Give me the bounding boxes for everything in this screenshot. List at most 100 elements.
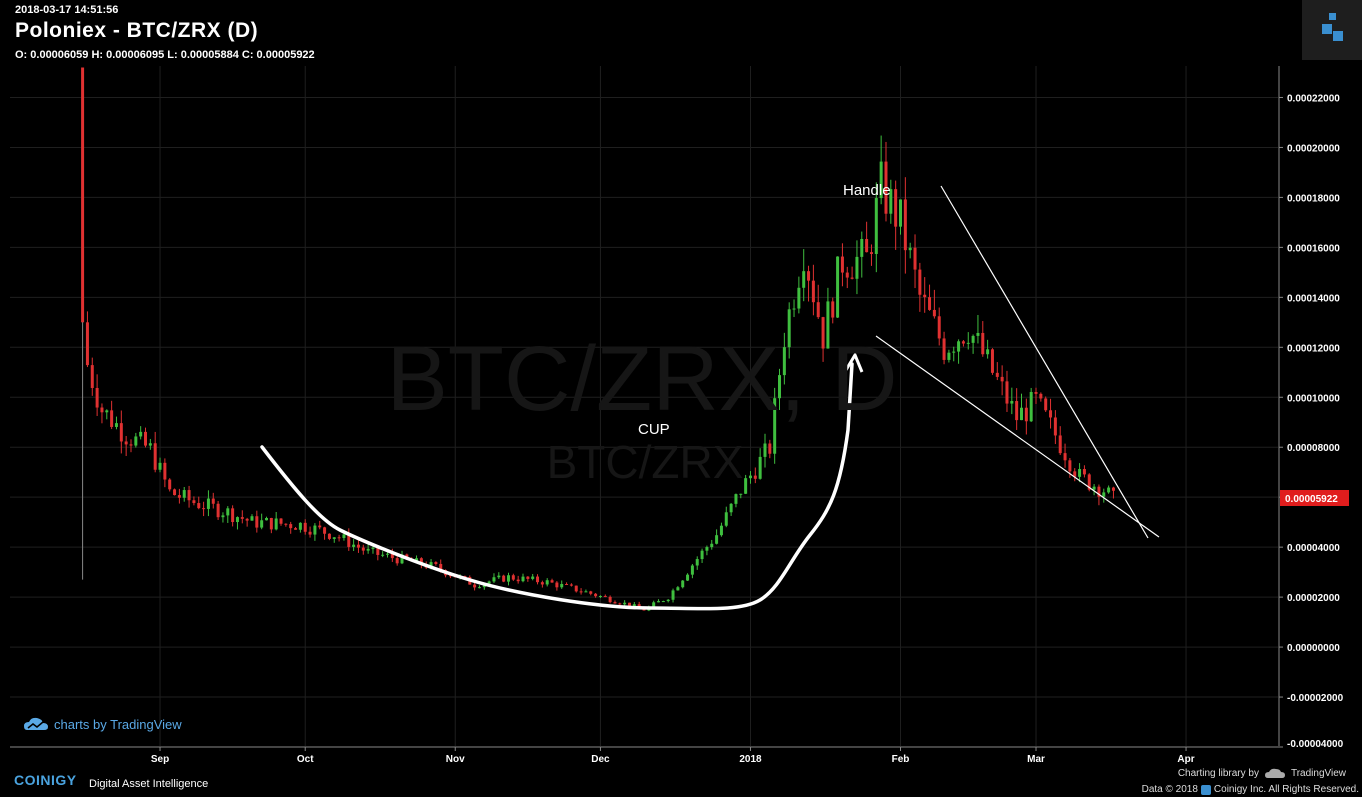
candle-body <box>545 580 549 585</box>
coinigy-logo-button[interactable] <box>1302 0 1362 60</box>
candle-body <box>173 489 177 496</box>
candle-body <box>1102 492 1106 497</box>
candle-body <box>1092 486 1096 490</box>
candle-body <box>1029 392 1033 422</box>
candle-body <box>821 317 825 349</box>
candle-body <box>85 322 89 366</box>
watermark-sub: BTC/ZRX <box>547 436 744 488</box>
candle-body <box>923 294 927 298</box>
candle-body <box>250 516 254 521</box>
candle-body <box>860 238 864 257</box>
candle-body <box>836 256 840 318</box>
candle-body <box>221 515 225 518</box>
candle-body <box>434 562 438 564</box>
price-tick-label: -0.00004000 <box>1287 739 1344 750</box>
candle-body <box>265 517 269 521</box>
coinigy-small-icon <box>1200 784 1211 795</box>
candle-body <box>889 189 893 214</box>
candle-body <box>429 562 433 568</box>
candle-body <box>531 576 535 579</box>
candle-body <box>114 423 118 427</box>
candle-body <box>506 575 510 582</box>
candle-body <box>782 347 786 376</box>
header-timestamp: 2018-03-17 14:51:56 <box>15 4 119 16</box>
charting-library-text: Charting library by <box>1177 767 1259 779</box>
candle-body <box>134 436 138 446</box>
tradingview-badge[interactable]: charts by TradingView <box>24 716 182 732</box>
charting-library-credit: Charting library by TradingView <box>1178 767 1346 779</box>
candle-body <box>400 554 404 564</box>
candle-body <box>419 558 423 566</box>
candle-body <box>681 580 685 588</box>
candle-body <box>816 302 820 318</box>
candle-body <box>231 508 235 523</box>
candle-body <box>884 161 888 214</box>
candle-body <box>153 443 157 470</box>
candle-body <box>240 517 244 519</box>
candle-body <box>574 585 578 592</box>
candle-body <box>899 199 903 227</box>
candle-body <box>744 478 748 494</box>
time-tick-label: Apr <box>1177 754 1194 765</box>
candle-body <box>589 591 593 594</box>
candle-body <box>627 602 631 607</box>
tradingview-badge-text: charts by TradingView <box>54 716 182 732</box>
candle-body <box>289 524 293 529</box>
candle-body <box>158 462 162 470</box>
price-tick-label: 0.00002000 <box>1287 593 1340 604</box>
candle-body <box>1019 407 1023 421</box>
copyright-text: Data © 2018 <box>1141 784 1198 795</box>
candle-body <box>347 534 351 547</box>
price-axis[interactable]: 0.00022000 0.00020000 0.00018000 0.00016000… <box>1278 66 1344 750</box>
candle-body <box>274 518 278 530</box>
candle-body <box>753 475 757 479</box>
candle-body <box>1063 453 1067 461</box>
candle-body <box>516 579 520 582</box>
candle-body <box>168 479 172 490</box>
copyright: Data © 2018 Coinigy Inc. All Rights Rese… <box>1142 784 1359 795</box>
chart-title: Poloniex - BTC/ZRX (D) <box>15 19 259 42</box>
candle-body <box>598 595 602 597</box>
candle-body <box>734 494 738 504</box>
candle-body <box>342 534 346 538</box>
candle-body <box>376 547 380 555</box>
candle-body <box>845 272 849 278</box>
candle-body <box>661 601 665 603</box>
candle-body <box>1049 410 1053 418</box>
coinigy-tagline: Digital Asset Intelligence <box>89 778 209 790</box>
candle-body <box>787 309 791 348</box>
candle-body <box>1044 398 1048 411</box>
candle-body <box>657 601 661 603</box>
price-tick-label: -0.00002000 <box>1287 693 1344 704</box>
candle-body <box>700 550 704 560</box>
candle-body <box>976 332 980 336</box>
candle-body <box>390 553 394 559</box>
candle-body <box>690 565 694 575</box>
candle-body <box>1010 401 1014 404</box>
candle-body <box>957 341 961 352</box>
candle-body <box>90 365 94 388</box>
candle-body <box>206 498 210 509</box>
candle-body <box>1015 401 1019 421</box>
candle-body <box>942 338 946 360</box>
candle-body <box>1111 487 1115 491</box>
time-axis[interactable]: Sep Oct Nov Dec 2018 Feb Mar Apr <box>10 746 1279 765</box>
candle-body <box>192 500 196 504</box>
time-tick-label: Mar <box>1027 754 1045 765</box>
candle-body <box>831 301 835 318</box>
candle-body <box>298 522 302 530</box>
candle-body <box>129 444 133 446</box>
candle-body <box>729 503 733 513</box>
price-tick-label: 0.00016000 <box>1287 243 1340 254</box>
candle-body <box>613 602 617 604</box>
time-tick-label: Dec <box>591 754 610 765</box>
price-tick-label: 0.00008000 <box>1287 443 1340 454</box>
candle-body <box>371 547 375 549</box>
candle-body <box>768 443 772 454</box>
candle-body <box>323 527 327 534</box>
candle-body <box>869 252 873 254</box>
price-tick-label: 0.00010000 <box>1287 393 1340 404</box>
candle-body <box>719 525 723 536</box>
candle-body <box>284 523 288 525</box>
